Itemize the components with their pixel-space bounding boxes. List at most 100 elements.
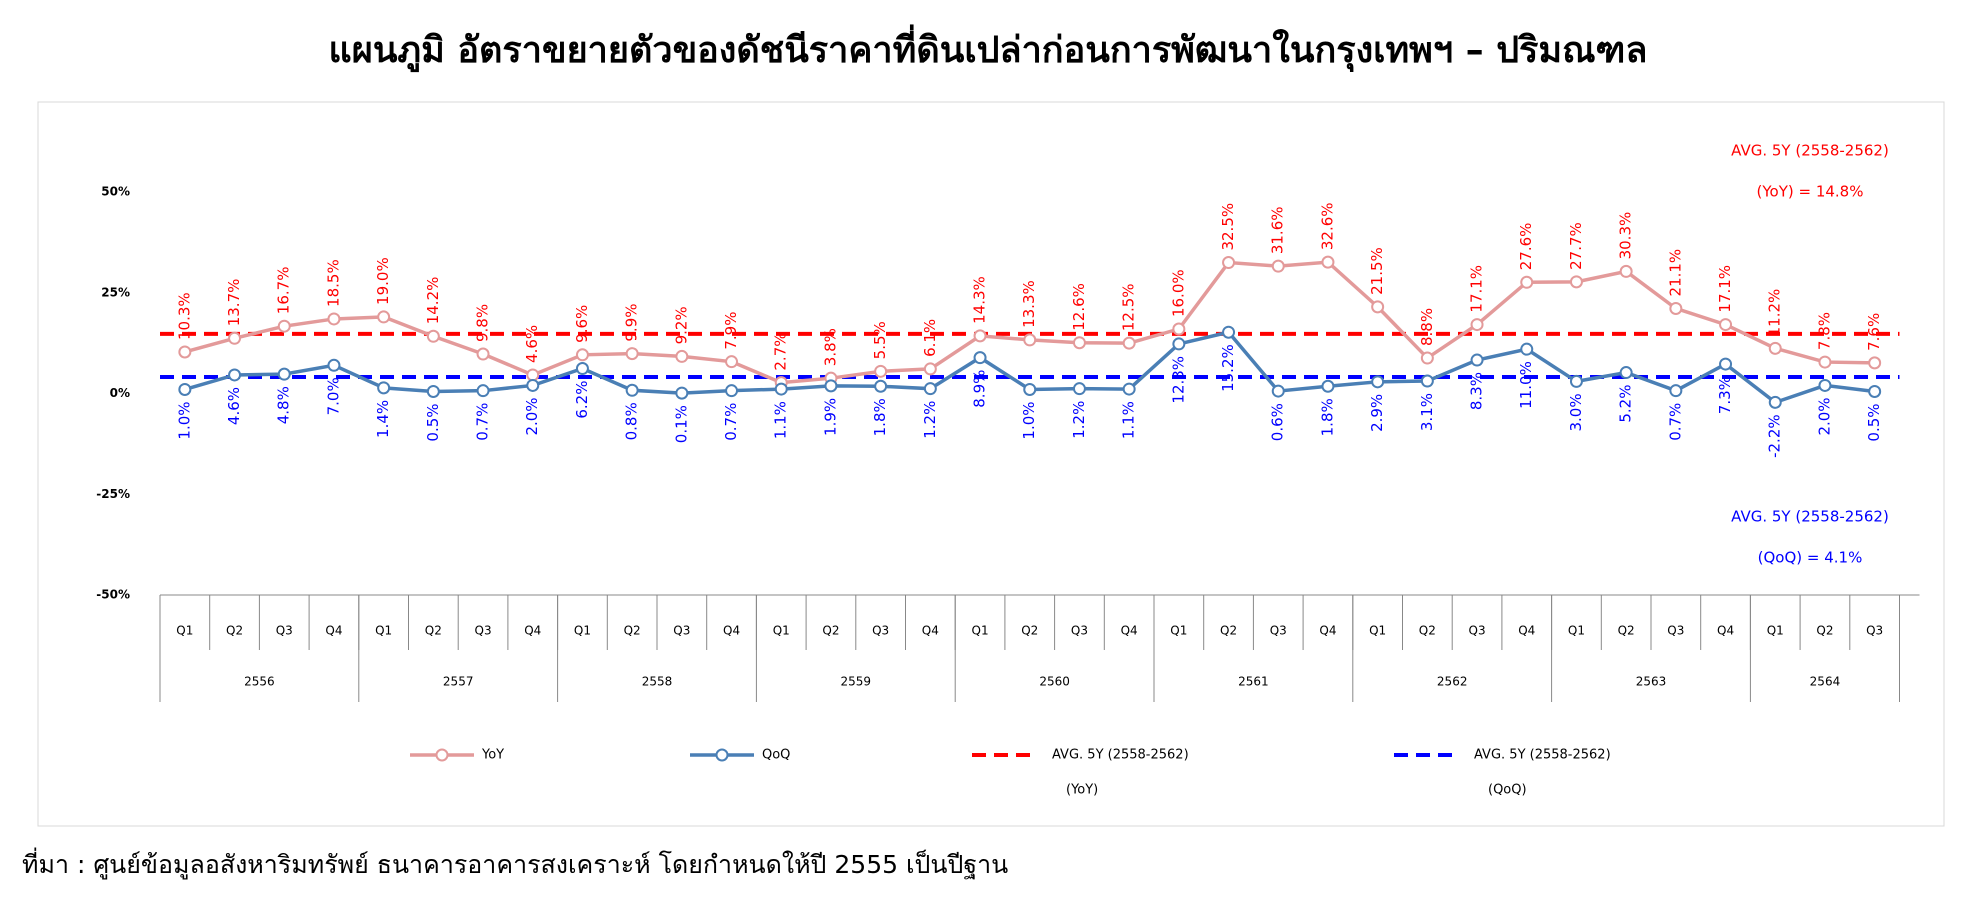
x-tick-label: Q4 xyxy=(1319,624,1336,638)
data-point xyxy=(277,319,291,333)
data-point xyxy=(1470,353,1484,367)
data-label: 17.1% xyxy=(1468,265,1486,313)
x-tick-label: Q1 xyxy=(1568,624,1585,638)
x-tick-label: Q2 xyxy=(822,624,839,638)
legend-label: AVG. 5Y (2558-2562) xyxy=(1474,748,1611,763)
data-point xyxy=(1321,379,1335,393)
data-label: 0.5% xyxy=(424,403,442,441)
data-point xyxy=(1072,382,1086,396)
data-label: -2.2% xyxy=(1766,414,1784,458)
data-point xyxy=(1371,375,1385,389)
data-label: 18.5% xyxy=(324,259,342,307)
x-tick-label: Q3 xyxy=(1469,624,1486,638)
data-label: 12.5% xyxy=(1120,283,1138,331)
data-label: 2.0% xyxy=(1815,397,1833,435)
y-tick-label: -50% xyxy=(96,588,130,602)
data-point xyxy=(1122,382,1136,396)
data-label: 6.2% xyxy=(573,381,591,419)
data-label: 1.1% xyxy=(1120,401,1138,439)
x-tick-label: Q2 xyxy=(1618,624,1635,638)
x-tick-label: Q2 xyxy=(425,624,442,638)
data-label: 9.2% xyxy=(672,306,690,344)
data-point xyxy=(1420,351,1434,365)
legend-label: QoQ xyxy=(762,748,790,763)
data-label: 8.3% xyxy=(1468,372,1486,410)
data-point xyxy=(1669,384,1683,398)
data-label: 9.9% xyxy=(623,303,641,341)
data-point xyxy=(725,355,739,369)
x-tick-label: Q1 xyxy=(1767,624,1784,638)
x-tick-label: Q1 xyxy=(773,624,790,638)
x-tick-label: Q1 xyxy=(972,624,989,638)
x-tick-label: Q3 xyxy=(276,624,293,638)
data-label: 17.1% xyxy=(1716,265,1734,313)
data-point xyxy=(774,382,788,396)
data-label: 4.8% xyxy=(275,386,293,424)
data-point xyxy=(1222,256,1236,270)
data-point xyxy=(178,382,192,396)
data-point xyxy=(1569,374,1583,388)
data-point xyxy=(426,329,440,343)
data-point xyxy=(476,347,490,361)
data-label: 9.6% xyxy=(573,305,591,343)
data-point xyxy=(1768,395,1782,409)
data-label: 0.7% xyxy=(722,403,740,441)
x-tick-label: Q4 xyxy=(1121,624,1138,638)
data-label: 0.5% xyxy=(1865,403,1883,441)
data-point xyxy=(575,362,589,376)
data-point xyxy=(1321,255,1335,269)
x-group-label: 2563 xyxy=(1636,675,1667,689)
data-point xyxy=(923,362,937,376)
data-point xyxy=(327,358,341,372)
data-label: 7.9% xyxy=(722,312,740,350)
x-tick-label: Q1 xyxy=(1170,624,1187,638)
data-point xyxy=(526,378,540,392)
data-label: 16.0% xyxy=(1169,269,1187,317)
data-label: 12.3% xyxy=(1169,356,1187,404)
data-label: 7.0% xyxy=(324,377,342,415)
data-label: 3.1% xyxy=(1418,393,1436,431)
data-label: 0.7% xyxy=(1666,403,1684,441)
data-point xyxy=(725,384,739,398)
data-label: 12.6% xyxy=(1070,283,1088,331)
data-point xyxy=(327,312,341,326)
x-group-label: 2556 xyxy=(244,675,275,689)
data-label: 7.3% xyxy=(1716,376,1734,414)
data-point xyxy=(377,381,391,395)
x-tick-label: Q4 xyxy=(524,624,541,638)
legend-label-sub: (YoY) xyxy=(1066,783,1098,798)
data-point xyxy=(973,329,987,343)
chart-title: แผนภูมิ อัตราขยายตัวของดัชนีราคาที่ดินเป… xyxy=(329,24,1648,73)
data-point xyxy=(228,331,242,345)
data-point xyxy=(1172,322,1186,336)
x-tick-label: Q2 xyxy=(1220,624,1237,638)
data-label: 11.0% xyxy=(1517,361,1535,409)
data-point xyxy=(973,351,987,365)
x-tick-label: Q2 xyxy=(226,624,243,638)
data-point xyxy=(377,310,391,324)
x-group-label: 2561 xyxy=(1238,675,1269,689)
x-tick-label: Q3 xyxy=(1270,624,1287,638)
data-point xyxy=(1719,357,1733,371)
reference-annotation: AVG. 5Y (2558-2562) xyxy=(1731,508,1889,526)
legend-label: AVG. 5Y (2558-2562) xyxy=(1052,748,1189,763)
source-note: ที่มา : ศูนย์ข้อมูลอสังหาริมทรัพย์ ธนาคา… xyxy=(22,847,1008,880)
legend-marker xyxy=(435,748,449,762)
data-label: 13.7% xyxy=(225,279,243,327)
x-tick-label: Q1 xyxy=(574,624,591,638)
data-label: 3.8% xyxy=(821,328,839,366)
data-label: 8.8% xyxy=(1418,308,1436,346)
x-group-label: 2560 xyxy=(1039,675,1070,689)
data-point xyxy=(1271,384,1285,398)
x-group-label: 2562 xyxy=(1437,675,1468,689)
x-tick-label: Q4 xyxy=(1518,624,1535,638)
data-label: 1.2% xyxy=(1070,401,1088,439)
x-tick-label: Q2 xyxy=(624,624,641,638)
legend-marker xyxy=(715,748,729,762)
data-point xyxy=(526,368,540,382)
y-tick-label: 50% xyxy=(101,185,130,199)
data-label: 19.0% xyxy=(374,257,392,305)
data-label: 27.6% xyxy=(1517,223,1535,271)
data-label: 32.5% xyxy=(1219,203,1237,251)
